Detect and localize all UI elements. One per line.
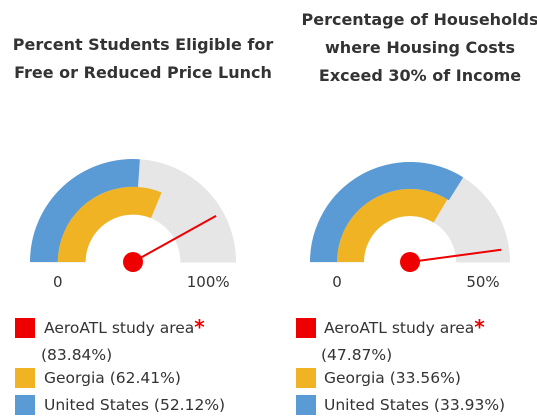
gauge-hub — [123, 252, 143, 272]
gauge-arc — [57, 186, 162, 262]
legend-swatch — [15, 318, 35, 338]
legend-value: (83.84%) — [41, 346, 113, 364]
gauge-tick-label: 50% — [466, 273, 499, 291]
legend-note: * — [474, 315, 485, 339]
legend-swatch — [15, 368, 35, 388]
legend-swatch — [296, 395, 316, 415]
legend-entry: AeroATL study area* (47.87%) — [321, 315, 485, 365]
gauge-arc — [310, 161, 464, 262]
gauge-arc — [30, 159, 140, 262]
gauge-tick-label: 0 — [53, 273, 63, 291]
chart-title: Percentage of Households where Housing C… — [301, 10, 537, 85]
chart-title: Percent Students Eligible for Free or Re… — [12, 35, 274, 82]
legend-label: Georgia — [44, 369, 105, 387]
legend-value: (33.93%) — [433, 396, 506, 414]
legend-label: AeroATL study area — [44, 319, 195, 337]
legend-entry: Georgia (62.41%) — [44, 368, 181, 388]
legend-note: * — [194, 315, 205, 339]
gauge-tick-label: 0 — [332, 273, 342, 291]
legend-label: United States — [324, 396, 429, 414]
legend-entry: United States (33.93%) — [324, 395, 505, 415]
legend-swatch — [296, 368, 316, 388]
legend-entry: AeroATL study area* (83.84%) — [41, 315, 205, 365]
gauge-arc — [337, 188, 448, 262]
gauge-needle — [409, 248, 502, 263]
gauge-needle — [132, 214, 217, 263]
legend-entry: United States (52.12%) — [44, 395, 225, 415]
legend-value: (33.56%) — [389, 369, 461, 387]
legend-label: Georgia — [324, 369, 385, 387]
legend-swatch — [15, 395, 35, 415]
legend-swatch — [296, 318, 316, 338]
legend-value: (62.41%) — [109, 369, 181, 387]
gauge-hub — [400, 252, 420, 272]
gauge-tick-label: 100% — [187, 273, 230, 291]
legend-value: (47.87%) — [321, 346, 393, 364]
legend-entry: Georgia (33.56%) — [324, 368, 461, 388]
legend-label: AeroATL study area — [324, 319, 475, 337]
legend-label: United States — [44, 396, 149, 414]
legend-value: (52.12%) — [153, 396, 226, 414]
